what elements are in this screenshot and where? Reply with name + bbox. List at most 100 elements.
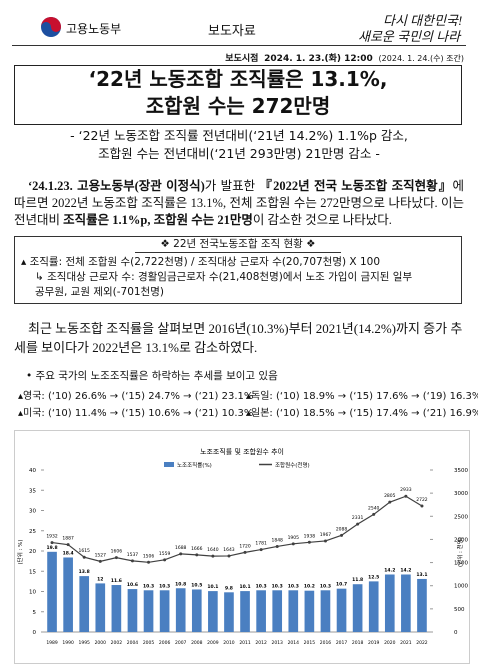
- y-tick-label: 15: [29, 569, 36, 575]
- line-point: [195, 553, 199, 557]
- y-tick-label: 25: [29, 529, 36, 535]
- y2-tick-label: 500: [454, 607, 465, 613]
- bar-label: 10.3: [143, 583, 154, 589]
- bar: [159, 590, 170, 632]
- countries: ▴영국: (‘10) 26.6% → (‘15) 24.7% → (‘21) 2…: [18, 388, 478, 422]
- paragraph-segment: 이 감소한 것으로 나타났다.: [252, 213, 392, 227]
- paragraph-segment: 『2022년 전국 노동조합 조직현황』: [259, 179, 453, 193]
- paragraph-segment: 조직률은 1.1%p, 조합원 수는 21만명: [63, 213, 253, 227]
- bar: [401, 574, 411, 632]
- slogan: 새로운 국민의 나라: [358, 29, 461, 44]
- release-note: (2024. 1. 24.(수) 조간): [378, 54, 464, 63]
- x-tick-label: 2017: [336, 640, 348, 646]
- line-label: 2331: [352, 515, 364, 521]
- bar: [240, 591, 250, 632]
- line-label: 1606: [111, 549, 123, 555]
- y-tick-label: 10: [29, 590, 36, 596]
- line-label: 1932: [46, 534, 58, 540]
- release: 보도시점 2024. 1. 23.(화) 12:00 (2024. 1. 24.…: [225, 51, 464, 64]
- line-point: [388, 500, 392, 504]
- x-tick-label: 2005: [143, 640, 155, 646]
- line-point: [130, 559, 134, 563]
- y-tick-label: 0: [33, 630, 37, 636]
- bar-label: 13.1: [416, 572, 427, 578]
- bar-label: 10.3: [288, 583, 299, 589]
- bar: [352, 584, 363, 632]
- bar: [95, 583, 106, 632]
- line-label: 1559: [159, 551, 171, 557]
- line-point: [211, 554, 215, 558]
- y2-tick-label: 3500: [454, 468, 468, 474]
- x-tick-label: 1990: [62, 640, 74, 646]
- x-tick-label: 2019: [368, 640, 380, 646]
- line-label: 2540: [368, 505, 380, 511]
- x-tick-label: 1989: [46, 640, 58, 646]
- x-tick-label: 2012: [255, 640, 267, 646]
- x-tick-label: 2000: [95, 640, 107, 646]
- bar: [384, 574, 395, 632]
- line-point: [356, 522, 360, 526]
- line-point: [147, 560, 151, 564]
- bar-label: 10.6: [127, 582, 138, 588]
- line-point: [82, 555, 86, 559]
- bar: [208, 591, 218, 632]
- bar: [336, 588, 347, 632]
- paragraph-segment: 가 발표한: [204, 179, 260, 193]
- line-point: [259, 548, 263, 552]
- line-label: 1643: [223, 547, 235, 553]
- bar: [47, 551, 57, 632]
- title-box: ‘22년 노동조합 조직률은 13.1%, 조합원 수는 272만명: [14, 65, 462, 125]
- logo: [41, 17, 61, 37]
- country: ▴일본: (‘10) 18.5% → (‘15) 17.4% → (‘21) 1…: [246, 408, 478, 419]
- country: ▴미국: (‘10) 11.4% → (‘15) 10.6% → (‘21) 1…: [18, 408, 254, 419]
- line-point: [275, 544, 279, 548]
- bar-label: 18.4: [63, 550, 74, 556]
- line-label: 1527: [95, 552, 107, 558]
- x-tick-label: 2015: [304, 640, 316, 646]
- y-tick-label: 20: [29, 549, 36, 555]
- line-label: 1688: [175, 545, 187, 551]
- x-tick-label: 2004: [127, 640, 139, 646]
- bar: [63, 557, 73, 632]
- bar-label: 11.8: [352, 577, 363, 583]
- bar-label: 10.1: [207, 584, 218, 590]
- x-tick-label: 2022: [416, 640, 428, 646]
- release-label: 보도시점: [225, 54, 259, 64]
- x-tick-label: 2008: [191, 640, 203, 646]
- bar-label: 11.6: [111, 578, 122, 584]
- line-point: [243, 550, 247, 554]
- line-point: [163, 558, 167, 562]
- bar: [417, 578, 427, 632]
- x-tick-label: 1995: [78, 640, 90, 646]
- line-label: 1640: [207, 547, 219, 553]
- legend-swatch: [164, 462, 174, 467]
- line-label: 1537: [127, 552, 139, 558]
- bar-label: 10.1: [239, 584, 250, 590]
- chart-title: 노조조직률 및 조합원수 추이: [200, 447, 284, 456]
- bar-label: 10.3: [320, 583, 331, 589]
- x-tick-label: 2014: [288, 640, 300, 646]
- line-point: [372, 512, 376, 516]
- title-line: ‘22년 노동조합 조직률은 13.1%,: [88, 67, 388, 91]
- release-time: 2024. 1. 23.(화) 12:00: [264, 54, 373, 64]
- country: ▴독일: (‘10) 18.9% → (‘15) 17.6% → (‘19) 1…: [246, 391, 478, 402]
- line-point: [340, 533, 344, 537]
- bar: [304, 590, 315, 632]
- paragraph-segment: ‘24.1.23. 고용노동부(장관 이정식): [28, 179, 205, 193]
- line-point: [50, 541, 54, 545]
- bar: [79, 576, 90, 632]
- title-line: 조합원 수는 272만명: [145, 94, 331, 118]
- legend-label: 노조조직률(%): [177, 462, 212, 469]
- bar-label: 19.8: [46, 545, 57, 551]
- ministry: 고용노동부: [66, 22, 122, 36]
- box-item: ↳ 조직대상 근로자 수: 경활임금근로자 수(21,408천명)에서 노조 가…: [35, 271, 413, 298]
- y-tick-label: 30: [29, 509, 36, 515]
- bar: [191, 589, 202, 632]
- line-label: 2805: [384, 493, 396, 499]
- divider: [12, 45, 466, 46]
- line-point: [307, 540, 311, 544]
- y2-tick-label: 3000: [454, 491, 468, 497]
- y2-tick-label: 1500: [454, 561, 468, 567]
- x-tick-label: 2010: [223, 640, 235, 646]
